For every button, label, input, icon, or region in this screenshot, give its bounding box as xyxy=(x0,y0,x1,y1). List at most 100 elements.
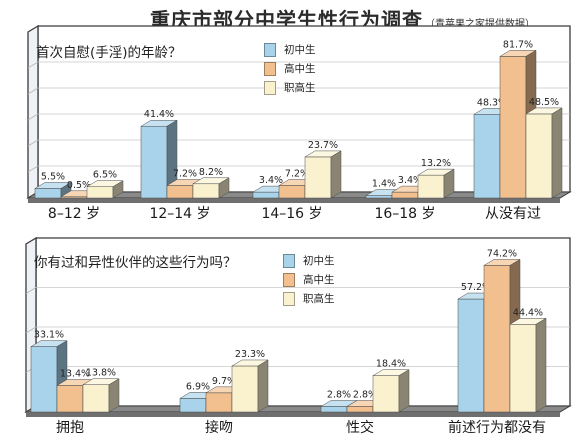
bar-front xyxy=(525,113,553,199)
legend-label: 职高生 xyxy=(303,293,335,305)
data-label: 7.2% xyxy=(285,169,309,180)
gridline-side xyxy=(27,165,39,173)
bar-side xyxy=(112,180,124,199)
bar-front xyxy=(372,375,400,413)
data-label: 6.9% xyxy=(186,381,210,392)
data-label: 13.8% xyxy=(86,368,116,379)
bar-front xyxy=(278,185,306,199)
data-label: 23.3% xyxy=(235,349,265,360)
legend-item-senior: 高中生 xyxy=(283,270,335,289)
legend-label: 高中生 xyxy=(303,274,335,286)
category-label: 拥抱 xyxy=(56,420,84,436)
bar-front xyxy=(483,265,511,413)
legend-item-junior: 初中生 xyxy=(283,251,335,270)
legend-label: 初中生 xyxy=(303,255,335,267)
bar-front xyxy=(86,186,114,199)
legend-swatch-vocational xyxy=(264,80,276,95)
data-label: 13.2% xyxy=(421,158,451,169)
bar-front xyxy=(320,406,348,413)
chart-panel-behaviors: 33.1% 6.9% 2.8% 57.2% 13.4% 9.7% 2.8% 74.2% 13.8… xyxy=(0,226,588,440)
category-label: 性交 xyxy=(346,420,374,436)
bar-front xyxy=(56,385,84,413)
data-label: 81.7% xyxy=(503,39,533,50)
bar-front xyxy=(509,324,537,413)
data-label: 48.3% xyxy=(477,97,507,108)
gridline-side xyxy=(27,61,39,69)
plot-floor-edge xyxy=(28,198,560,203)
bar-front xyxy=(166,185,194,199)
chart-panel-first-masturbation-age: 5.5% 41.4% 3.4% 1.4% 48.3% 0.5% 7.2% 7.2% 3.4% 81… xyxy=(26,24,572,222)
bar-front xyxy=(391,191,419,199)
bar-side xyxy=(330,150,342,199)
bar-front xyxy=(417,174,445,199)
legend-label: 高中生 xyxy=(284,63,316,75)
bar-front xyxy=(179,398,207,413)
chart-svg-top: 5.5%41.4%3.4% 1.4%48.3%0.5%7.2% 7.2%3.4%81… xyxy=(26,24,572,203)
bar-front xyxy=(365,195,393,199)
data-label: 2.8% xyxy=(327,389,351,400)
legend-item-vocational: 职高生 xyxy=(283,289,335,308)
legend-swatch-senior xyxy=(264,61,276,76)
gridline-side xyxy=(25,326,37,334)
data-label: 74.2% xyxy=(487,248,517,259)
bar-side xyxy=(218,177,230,199)
category-label: 16–18 岁 xyxy=(374,206,436,222)
plot-floor-edge xyxy=(26,412,560,417)
bar-front xyxy=(473,114,501,199)
gridline-side xyxy=(27,113,39,121)
data-label: 1.4% xyxy=(372,179,396,190)
data-label: 2.8% xyxy=(353,389,377,400)
data-label: 33.1% xyxy=(34,330,64,341)
bar-front xyxy=(192,183,220,199)
legend-swatch-junior xyxy=(283,253,295,268)
data-label: 44.4% xyxy=(513,307,543,318)
category-label: 14–16 岁 xyxy=(261,206,323,222)
category-label: 12–14 岁 xyxy=(149,206,211,222)
data-label: 3.4% xyxy=(398,175,422,186)
bar-front xyxy=(346,406,374,413)
bar-side xyxy=(108,378,120,413)
legend-swatch-senior xyxy=(283,272,295,287)
data-label: 7.2% xyxy=(173,169,197,180)
legend-item-junior: 初中生 xyxy=(264,40,316,59)
data-label: 3.4% xyxy=(259,175,283,186)
gridline-side xyxy=(27,139,39,147)
data-label: 6.5% xyxy=(93,170,117,181)
legend-label: 职高生 xyxy=(284,82,316,94)
data-label: 18.4% xyxy=(376,359,406,370)
bar-side xyxy=(257,359,269,413)
data-label: 8.2% xyxy=(199,167,223,178)
legend: 初中生 高中生 职高生 xyxy=(283,251,335,308)
bar-front xyxy=(231,365,259,413)
chart-subtitle: （青苹果之家提供数据） xyxy=(425,19,535,30)
bar-front xyxy=(205,392,233,413)
bar-front xyxy=(82,384,110,413)
category-label: 从没有过 xyxy=(485,206,541,222)
bar-front xyxy=(304,156,332,199)
data-label: 5.5% xyxy=(41,171,65,182)
data-label: 23.7% xyxy=(308,140,338,151)
category-label: 8–12 岁 xyxy=(47,206,101,222)
bar-front xyxy=(252,191,280,199)
bar-front xyxy=(140,125,168,199)
bar-side xyxy=(398,369,410,413)
data-label: 13.4% xyxy=(60,369,90,380)
bar-side xyxy=(535,317,547,413)
legend-label: 初中生 xyxy=(284,44,316,56)
data-label: 48.5% xyxy=(529,97,559,108)
category-label: 接吻 xyxy=(205,420,233,436)
legend-swatch-junior xyxy=(264,42,276,57)
gridline-side xyxy=(27,87,39,95)
data-label: 57.2% xyxy=(461,282,491,293)
legend: 初中生 高中生 职高生 xyxy=(264,40,316,97)
bar-front xyxy=(457,298,485,413)
bar-front xyxy=(34,188,62,199)
legend-item-senior: 高中生 xyxy=(264,59,316,78)
bar-side xyxy=(443,168,455,199)
legend-item-vocational: 职高生 xyxy=(264,78,316,97)
data-label: 41.4% xyxy=(144,109,174,120)
bar-front xyxy=(499,56,527,199)
legend-swatch-vocational xyxy=(283,291,295,306)
chart-svg-bottom: 33.1% 6.9% 2.8% 57.2% 13.4% 9.7% 2.8% 74.2% 13.8… xyxy=(24,236,572,417)
data-label: 9.7% xyxy=(212,376,236,387)
